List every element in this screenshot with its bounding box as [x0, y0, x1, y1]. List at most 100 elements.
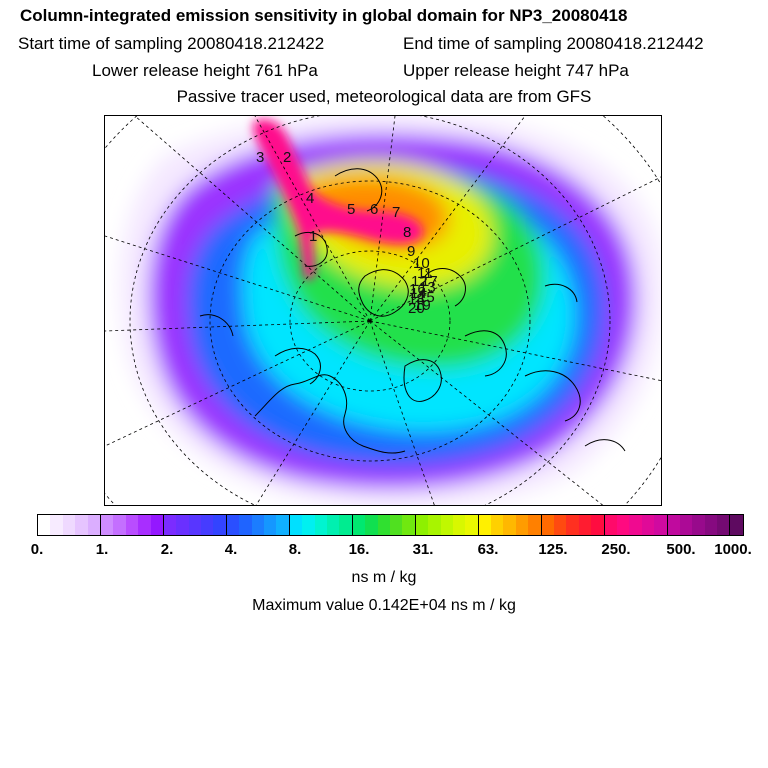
track-marker: 8 — [403, 224, 411, 241]
colorbar-tick: 4. — [224, 541, 238, 558]
track-marker: 19 — [414, 297, 431, 314]
release-upper: Upper release height 747 hPa — [403, 61, 629, 80]
colorbar-swatch — [113, 515, 126, 535]
track-marker: 6 — [370, 201, 378, 218]
colorbar-swatch — [541, 515, 555, 535]
colorbar-tick: 0. — [30, 541, 44, 558]
track-marker: 7 — [392, 204, 400, 221]
colorbar-swatch — [478, 515, 492, 535]
colorbar-swatch — [302, 515, 315, 535]
colorbar-swatch — [515, 515, 529, 535]
colorbar-swatch — [578, 515, 592, 535]
maximum-value: Maximum value 0.142E+04 ns m / kg — [252, 597, 516, 614]
colorbar-swatch — [717, 515, 731, 535]
track-marker: 9 — [407, 243, 415, 260]
colorbar-swatch — [402, 515, 416, 535]
colorbar-swatch — [667, 515, 680, 535]
track-markers: 1 2 3 4 5 6 7 8 9 10 11 12 13 14 15 16 1… — [256, 149, 438, 317]
track-marker: 12 — [411, 273, 428, 290]
coastlines — [199, 168, 626, 454]
colorbar-swatch — [415, 515, 429, 535]
colorbar-swatch — [654, 515, 668, 535]
colorbar-swatch — [87, 515, 101, 535]
colorbar-swatch — [239, 515, 252, 535]
colorbar-swatch — [38, 515, 51, 535]
colorbar-tick: 16. — [348, 541, 370, 558]
colorbar-units: ns m / kg — [351, 569, 417, 586]
colorbar-swatch — [641, 515, 655, 535]
colorbar-swatch — [679, 515, 693, 535]
colorbar-swatch — [692, 515, 705, 535]
colorbar-swatch — [730, 515, 743, 535]
colorbar — [37, 514, 744, 536]
colorbar-swatch — [264, 515, 277, 535]
track-marker: 15 — [418, 289, 435, 306]
colorbar-swatch — [125, 515, 139, 535]
colorbar-swatch — [428, 515, 441, 535]
colorbar-tick: 1. — [95, 541, 109, 558]
colorbar-swatch — [326, 515, 340, 535]
colorbar-tick: 63. — [477, 541, 499, 558]
colorbar-swatch — [503, 515, 516, 535]
colorbar-swatch — [629, 515, 642, 535]
colorbar-tick: 31. — [412, 541, 434, 558]
colorbar-swatch — [75, 515, 88, 535]
colorbar-swatch — [440, 515, 453, 535]
graticule — [105, 116, 661, 505]
colorbar-swatch — [138, 515, 151, 535]
release-lower: Lower release height 761 hPa — [92, 61, 318, 80]
colorbar-tick: 500. — [666, 541, 696, 558]
colorbar-swatch — [554, 515, 567, 535]
colorbar-swatch — [528, 515, 542, 535]
track-marker: 20 — [408, 300, 425, 317]
track-marker: 11 — [417, 265, 433, 282]
track-marker: 3 — [256, 149, 264, 166]
colorbar-swatch — [213, 515, 227, 535]
colorbar-swatch — [50, 515, 63, 535]
colorbar-swatch — [276, 515, 290, 535]
colorbar-swatch — [377, 515, 390, 535]
sampling-start: Start time of sampling 20080418.212422 — [18, 34, 325, 53]
model-note: Passive tracer used, meteorological data… — [176, 87, 592, 106]
colorbar-swatch — [452, 515, 466, 535]
track-marker: 2 — [283, 149, 291, 166]
track-marker: 18 — [408, 291, 425, 308]
colorbar-swatch — [339, 515, 353, 535]
colorbar-tick: 1000. — [714, 541, 752, 558]
map-canvas: 1 2 3 4 5 6 7 8 9 10 11 12 13 14 15 16 1… — [105, 116, 661, 505]
colorbar-swatch — [150, 515, 164, 535]
colorbar-swatch — [201, 515, 214, 535]
colorbar-swatch — [100, 515, 114, 535]
colorbar-swatch — [226, 515, 240, 535]
track-marker: 10 — [413, 255, 430, 272]
colorbar-swatch — [591, 515, 605, 535]
track-marker: 1 — [309, 228, 317, 245]
colorbar-tick: 125. — [538, 541, 568, 558]
colorbar-swatch — [188, 515, 202, 535]
track-marker: 4 — [306, 190, 314, 207]
colorbar-tick: 8. — [288, 541, 302, 558]
colorbar-swatch — [352, 515, 366, 535]
plume-core — [253, 119, 424, 281]
colorbar-swatch — [465, 515, 479, 535]
colorbar-swatch — [616, 515, 630, 535]
colorbar-swatch — [163, 515, 177, 535]
colorbar-tick: 2. — [160, 541, 174, 558]
track-marker: 13 — [419, 279, 436, 296]
colorbar-swatch — [491, 515, 504, 535]
track-marker: 17 — [421, 273, 438, 290]
sensitivity-map: 1 2 3 4 5 6 7 8 9 10 11 12 13 14 15 16 1… — [104, 115, 662, 506]
colorbar-swatch — [289, 515, 303, 535]
track-marker: 5 — [347, 201, 355, 218]
colorbar-swatch — [251, 515, 265, 535]
track-marker: 14 — [410, 285, 427, 302]
colorbar-swatch — [314, 515, 327, 535]
colorbar-swatch — [176, 515, 189, 535]
colorbar-swatch — [566, 515, 579, 535]
sampling-end: End time of sampling 20080418.212442 — [403, 34, 704, 53]
colorbar-swatch — [365, 515, 378, 535]
colorbar-swatch — [62, 515, 76, 535]
colorbar-swatch — [389, 515, 403, 535]
colorbar-swatch — [604, 515, 617, 535]
plot-title: Column-integrated emission sensitivity i… — [20, 6, 628, 25]
